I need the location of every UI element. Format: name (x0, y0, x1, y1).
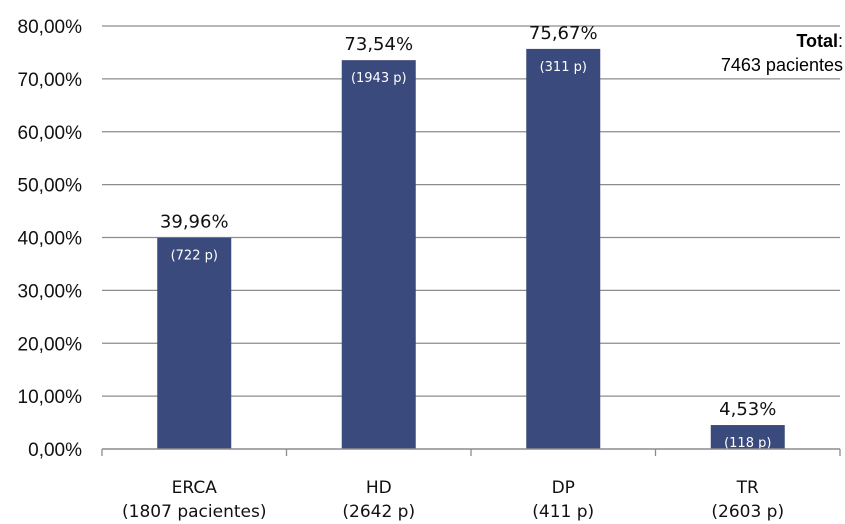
x-category-sublabel: (2642 p) (342, 502, 415, 522)
x-axis-category-labels: ERCA (1807 pacientes) HD (2642 p) DP (411 p) T… (122, 478, 784, 522)
bar-tr (710, 425, 785, 449)
x-category-sublabel: (411 p) (532, 502, 594, 522)
y-tick-label: 30,00% (18, 281, 83, 302)
total-label: Total (796, 31, 838, 51)
x-category-sublabel: (2603 p) (711, 502, 784, 522)
y-tick-label: 50,00% (18, 176, 83, 197)
bar-inner-label: (118 p) (724, 436, 771, 451)
y-tick-label: 70,00% (18, 70, 83, 91)
y-tick-label: 20,00% (18, 334, 83, 355)
bar-dp (526, 48, 601, 450)
bar-inner-label: (311 p) (540, 60, 587, 75)
y-tick-label: 40,00% (18, 229, 83, 250)
data-label: 4,53% (719, 399, 776, 420)
bar-inner-label: (1943 p) (351, 71, 407, 86)
x-category-label: TR (736, 478, 759, 498)
bar-erca (157, 237, 232, 449)
total-colon: : (838, 31, 843, 51)
x-category-label: DP (552, 478, 575, 498)
x-axis (101, 448, 841, 456)
x-category-sublabel: (1807 pacientes) (122, 502, 266, 522)
y-tick-label: 0,00% (28, 440, 82, 461)
y-axis-tick-labels: 0,00% 10,00% 20,00% 30,00% 40,00% 50,00% 60,00… (18, 17, 83, 461)
data-label: 73,54% (344, 34, 413, 55)
total-annotation-value: 7463 pacientes (721, 55, 843, 75)
y-tick-label: 10,00% (18, 387, 83, 408)
x-category-label: ERCA (172, 478, 218, 498)
y-tick-label: 60,00% (18, 123, 83, 144)
bar-labels: 39,96% (722 p) 73,54% (1943 p) 75,67% (311 p)… (160, 23, 776, 451)
x-category-label: HD (366, 478, 392, 498)
total-annotation-title: Total: (796, 31, 843, 51)
bars (157, 48, 785, 450)
y-tick-label: 80,00% (18, 17, 83, 38)
bar-hd (341, 60, 416, 449)
bar-inner-label: (722 p) (171, 249, 218, 264)
data-label: 39,96% (160, 212, 229, 233)
data-label: 75,67% (529, 23, 598, 44)
